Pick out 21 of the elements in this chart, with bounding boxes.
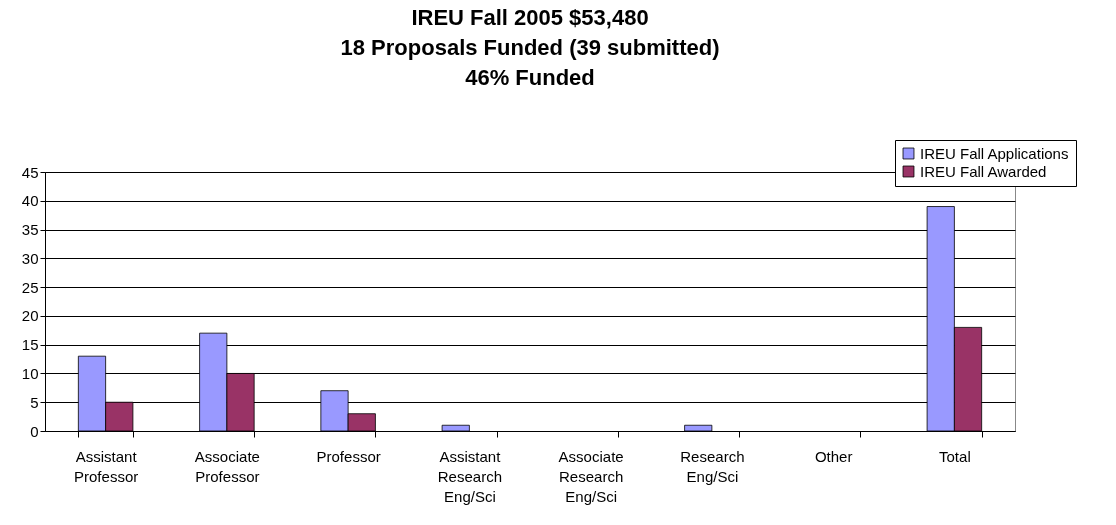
x-tick-label: Assistant Research Eng/Sci — [437, 447, 502, 505]
x-tick-label: Assistant Professor — [74, 447, 139, 485]
y-tick-label: 40 — [21, 192, 39, 210]
x-tick-label: Professor — [316, 447, 381, 465]
y-tick-label: 45 — [21, 163, 39, 181]
x-tick-label: Other — [814, 447, 853, 465]
legend-label: IREU Fall Applications — [920, 144, 1069, 162]
legend-label: IREU Fall Awarded — [920, 162, 1047, 180]
y-tick-label: 25 — [21, 278, 39, 296]
y-tick-label: 10 — [21, 364, 39, 382]
x-tick-label: Associate Professor — [194, 447, 260, 485]
y-tick-label: 15 — [21, 336, 39, 354]
x-tick-label: Associate Research Eng/Sci — [558, 447, 624, 505]
y-tick-label: 0 — [30, 422, 39, 440]
y-tick-label: 20 — [21, 307, 39, 325]
y-tick-label: 30 — [21, 249, 39, 267]
x-tick-label: Total — [939, 447, 971, 465]
y-tick-label: 5 — [30, 393, 39, 411]
chart-title: IREU Fall 2005 $53,480 18 Proposals Funded (39 submitted) 46% Funded — [340, 4, 720, 90]
x-tick-label: Research Eng/Sci — [680, 447, 745, 485]
y-tick-label: 35 — [21, 221, 39, 239]
